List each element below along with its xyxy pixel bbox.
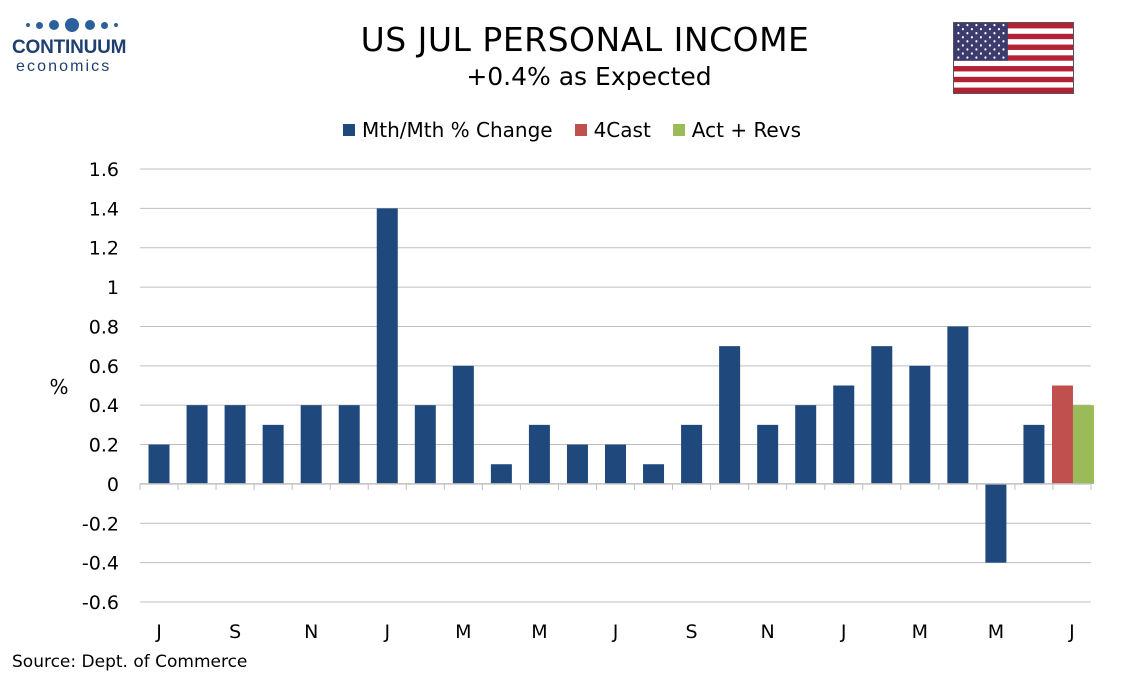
x-tick-label: J xyxy=(1068,621,1075,643)
x-tick-label: M xyxy=(455,621,471,643)
legend-label-main: Mth/Mth % Change xyxy=(362,118,553,142)
bar-mom-change xyxy=(1023,424,1045,484)
y-tick-label: -0.2 xyxy=(82,513,119,535)
y-tick-label: 1.4 xyxy=(89,198,119,220)
y-tick-label: 1.6 xyxy=(89,159,119,181)
legend-swatch-actual xyxy=(672,124,685,136)
logo-name: CONTINUUM xyxy=(12,37,127,58)
bar-mom-change xyxy=(300,405,322,484)
y-axis-label: % xyxy=(49,375,68,399)
y-tick-label: 1 xyxy=(107,277,119,299)
bar-mom-change xyxy=(909,365,931,484)
logo-dots xyxy=(26,14,137,36)
bar-mom-change xyxy=(186,405,208,484)
bar-mom-change xyxy=(452,365,474,484)
bar-mom-change xyxy=(338,405,360,484)
bar-mom-change xyxy=(681,424,703,484)
bar-mom-change xyxy=(605,444,626,484)
y-tick-label: 0.4 xyxy=(89,395,119,417)
chart-subtitle: +0.4% as Expected xyxy=(466,62,712,91)
legend-label-actual: Act + Revs xyxy=(691,118,801,142)
y-tick-label: 0.8 xyxy=(89,316,119,338)
x-tick-label: J xyxy=(383,621,390,643)
bar-mom-change xyxy=(985,483,1007,563)
legend-label-forecast: 4Cast xyxy=(593,118,651,142)
x-tick-label: S xyxy=(229,621,241,643)
legend-swatch-forecast xyxy=(574,124,587,136)
legend-item-actual: Act + Revs xyxy=(672,118,801,142)
bar-mom-change xyxy=(262,424,284,484)
logo-subtitle: economics xyxy=(16,58,112,75)
x-tick-label: M xyxy=(531,621,547,643)
y-tick-label: -0.4 xyxy=(82,553,119,575)
x-tick-label: M xyxy=(912,621,928,643)
bar-actual xyxy=(1072,405,1094,484)
y-tick-label: 0.6 xyxy=(89,356,119,378)
bar-mom-change xyxy=(719,346,741,484)
bar-forecast xyxy=(1051,385,1073,484)
bar-mom-change xyxy=(947,326,969,484)
bar-mom-change xyxy=(148,444,170,484)
x-tick-label: N xyxy=(761,621,775,643)
bar-mom-change xyxy=(490,464,512,484)
bar-mom-change xyxy=(566,444,588,484)
bar-mom-change xyxy=(528,424,550,484)
bar-mom-change xyxy=(224,405,246,484)
legend-swatch-main xyxy=(343,124,355,136)
y-tick-label: 0.2 xyxy=(89,435,119,457)
bar-mom-change xyxy=(833,385,855,484)
bar-mom-change xyxy=(376,208,398,484)
x-tick-label: S xyxy=(686,621,698,643)
legend-item-main: Mth/Mth % Change xyxy=(343,118,553,142)
x-tick-label: J xyxy=(840,621,847,643)
x-tick-label: N xyxy=(304,621,318,643)
x-tick-label: M xyxy=(988,621,1004,643)
chart-title: US JUL PERSONAL INCOME xyxy=(360,20,810,59)
bar-mom-change xyxy=(757,424,779,484)
company-logo: CONTINUUM economics xyxy=(12,14,137,76)
legend-item-forecast: 4Cast xyxy=(574,118,651,142)
x-tick-label: J xyxy=(155,621,162,643)
source-note: Source: Dept. of Commerce xyxy=(12,652,248,672)
x-tick-label: J xyxy=(612,621,619,643)
y-tick-label: 1.2 xyxy=(89,238,119,260)
bar-mom-change xyxy=(871,346,893,484)
bar-mom-change xyxy=(414,405,436,484)
bar-mom-change xyxy=(643,464,665,484)
bar-mom-change xyxy=(795,405,817,484)
y-tick-label: 0 xyxy=(107,474,119,496)
us-flag-icon xyxy=(953,22,1074,94)
chart-legend: Mth/Mth % Change 4Cast Act + Revs xyxy=(0,118,1134,142)
y-tick-label: -0.6 xyxy=(82,592,119,614)
